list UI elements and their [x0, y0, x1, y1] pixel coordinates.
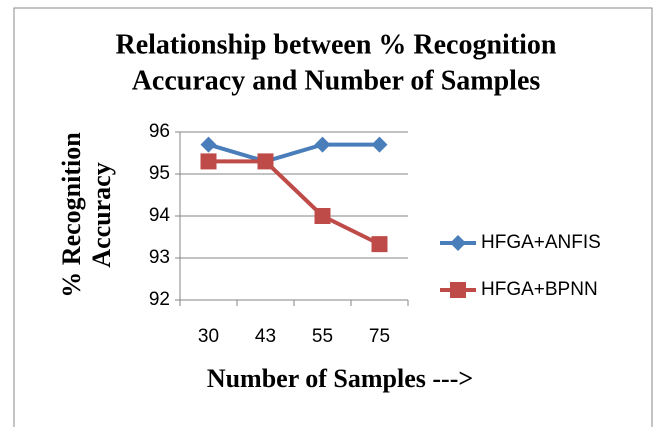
marker	[200, 136, 217, 153]
marker	[371, 136, 388, 153]
marker	[314, 136, 331, 153]
x-axis-title: Number of Samples --->	[207, 364, 473, 393]
chart-title: Accuracy and Number of Samples	[132, 65, 541, 96]
y-tick-label: 94	[149, 205, 171, 226]
legend-label: HFGA+ANFIS	[481, 232, 601, 253]
marker	[371, 236, 388, 253]
y-tick-label: 96	[149, 121, 170, 142]
y-axis-title: Accuracy	[87, 162, 116, 267]
series-line	[207, 142, 380, 164]
x-tick-label: 43	[255, 326, 276, 347]
y-tick-label: 93	[149, 247, 170, 268]
y-tick-label: 95	[149, 163, 170, 184]
y-tick-label: 92	[149, 289, 170, 310]
x-tick-label: 30	[198, 326, 219, 347]
legend-marker	[450, 235, 466, 251]
x-tick-label: 75	[369, 326, 390, 347]
legend-marker	[450, 282, 466, 298]
x-tick-label: 55	[312, 326, 333, 347]
chart-title: Relationship between % Recognition	[116, 29, 557, 60]
legend-label: HFGA+BPNN	[481, 279, 598, 300]
marker	[200, 153, 217, 170]
series-line	[208, 159, 381, 246]
marker	[314, 208, 331, 224]
chart-border	[13, 7, 653, 427]
marker	[257, 153, 274, 170]
y-axis-title: % Recognition	[57, 132, 86, 298]
